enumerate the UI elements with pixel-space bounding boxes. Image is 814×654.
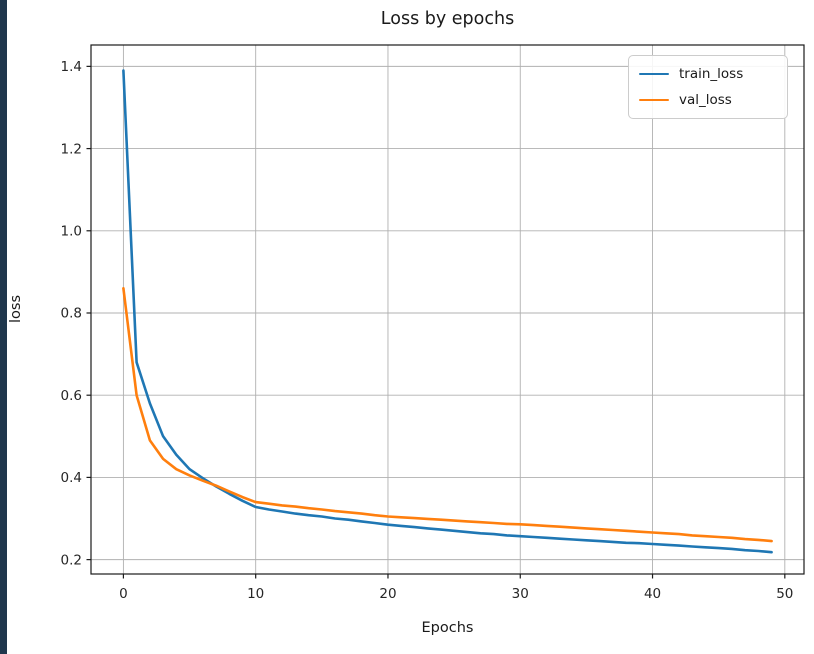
left-accent-bar	[0, 0, 7, 654]
x-tick-label: 0	[119, 586, 128, 602]
y-tick-label: 0.6	[61, 388, 82, 404]
legend-item-train-loss: train_loss	[639, 66, 777, 82]
legend-label-val-loss: val_loss	[679, 92, 732, 108]
legend-label-train-loss: train_loss	[679, 66, 744, 82]
legend-item-val-loss: val_loss	[639, 92, 777, 108]
y-tick-label: 0.8	[61, 306, 82, 322]
axes-frame	[90, 44, 805, 575]
y-tick-label: 1.0	[61, 223, 82, 239]
x-axis-label: Epochs	[421, 620, 474, 636]
y-tick-label: 1.2	[61, 141, 82, 157]
val-loss-swatch-icon	[639, 98, 669, 102]
x-tick-label: 50	[776, 586, 793, 602]
x-tick-label: 10	[247, 586, 264, 602]
train-loss-swatch-icon	[639, 72, 669, 76]
x-tick-label: 40	[644, 586, 661, 602]
y-tick-label: 0.2	[61, 552, 82, 568]
y-tick-label: 0.4	[61, 470, 82, 486]
x-tick-label: 20	[379, 586, 396, 602]
y-tick-label: 1.4	[61, 59, 82, 75]
x-tick-label: 30	[512, 586, 529, 602]
train-loss-line	[122, 69, 773, 554]
chart-title: Loss by epochs	[380, 9, 515, 29]
y-axis-label: loss	[8, 295, 24, 324]
val-loss-line	[122, 286, 773, 543]
legend: train_loss val_loss	[628, 55, 788, 119]
